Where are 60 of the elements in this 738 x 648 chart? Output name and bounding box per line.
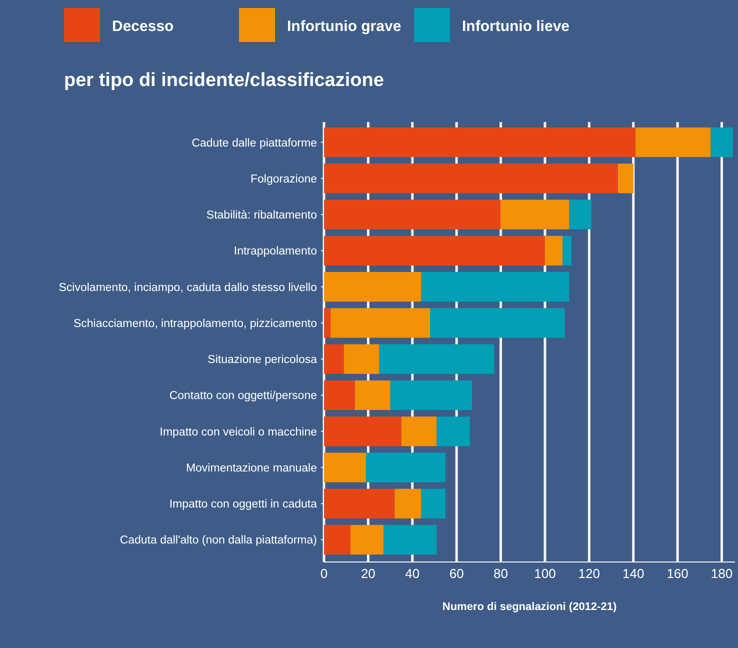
bar [544,236,563,266]
bar [324,524,351,555]
bar [344,344,380,374]
bar [390,380,472,410]
bar [324,344,344,374]
bar [436,416,470,446]
bar [710,127,733,158]
chart-title: per tipo di incidente/classificazione [64,70,384,91]
y-tick-label: Impatto con oggetti in caduta [169,498,318,511]
bar [324,236,545,266]
bar [354,380,390,410]
bar [384,524,437,555]
bar [569,200,592,230]
x-tick-label: 100 [534,566,556,581]
bar [366,452,446,482]
bar [636,127,711,158]
y-tick-label: Caduta dall'alto (non dalla piattaforma) [120,534,318,547]
x-axis-title: Numero di segnalazioni (2012-21) [442,601,617,613]
bar [324,452,366,482]
x-tick-label: 80 [494,566,508,581]
bar [324,380,355,410]
y-tick-label: Schiacciamento, intrappolamento, pizzicamento [73,318,317,330]
x-tick-label: 60 [449,566,464,581]
y-tick-label: Contatto con oggetti/persone [169,390,317,402]
y-tick-label: Impatto con veicoli o macchine [160,426,317,438]
bar [324,488,395,518]
bar [330,308,430,338]
x-tick-label: 140 [622,566,644,581]
y-tick-label: Situazione pericolosa [208,354,318,366]
bar [500,200,570,230]
legend-label: Infortunio lieve [462,18,570,35]
bar [350,524,384,555]
y-tick-label: Movimentazione manuale [186,462,317,474]
x-tick-label: 20 [360,566,376,581]
bar [430,308,565,338]
legend-label: Infortunio grave [287,18,402,35]
bar [324,272,422,302]
y-tick-label: Intrappolamento [234,246,317,258]
y-tick-label: Stabilità: ribaltamento [206,210,317,222]
bar [324,200,501,230]
y-tick-label: Cadute dalle piattaforme [192,137,317,150]
bar [324,308,331,338]
y-tick-label: Scivolamento, inciampo, caduta dallo stesso livello [58,282,317,294]
y-tick-label: Folgorazione [250,173,317,186]
bar [421,272,570,302]
bar [401,416,437,446]
x-tick-label: 40 [405,566,420,581]
bar [421,488,446,518]
bar [379,344,494,374]
bar [618,164,634,194]
x-tick-label: 120 [578,566,600,581]
x-tick-label: 180 [710,566,733,581]
x-tick-label: 160 [666,566,688,581]
bar [324,164,618,194]
bar [394,488,422,518]
bar [324,416,402,446]
x-tick-label: 0 [320,566,328,581]
bar [324,127,636,158]
legend-label: Decesso [112,18,174,35]
bar [562,236,572,266]
